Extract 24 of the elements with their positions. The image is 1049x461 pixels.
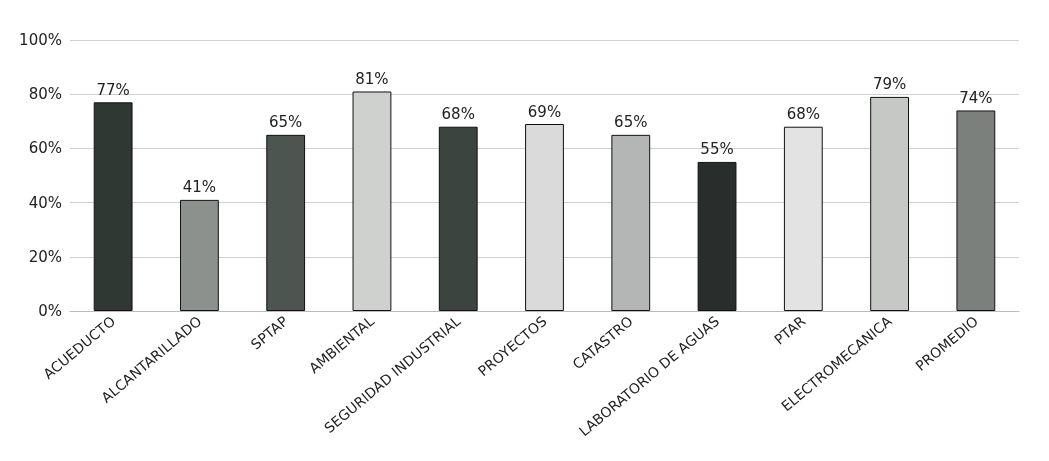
bar [783,126,823,311]
y-tick-label: 0% [38,302,62,320]
data-label: 81% [355,69,389,88]
data-label: 68% [441,105,475,124]
bar [438,126,478,311]
data-label: 65% [269,113,303,132]
y-tick-label: 100% [19,31,62,49]
bar [93,102,133,311]
data-label: 65% [614,113,648,132]
data-label: 69% [527,102,562,121]
y-tick-label: 80% [28,85,62,104]
data-label: 77% [96,80,130,99]
data-label: 41% [182,178,217,197]
bar [266,134,306,311]
data-label: 55% [700,140,734,159]
data-label: 68% [786,105,820,124]
data-label: 74% [959,88,993,107]
bar [697,161,737,311]
y-tick-label: 60% [28,139,62,158]
y-tick-label: 40% [28,193,62,212]
data-label: 79% [872,75,907,94]
bar [956,110,996,311]
y-tick-label: 20% [28,247,62,266]
bar [180,199,219,311]
